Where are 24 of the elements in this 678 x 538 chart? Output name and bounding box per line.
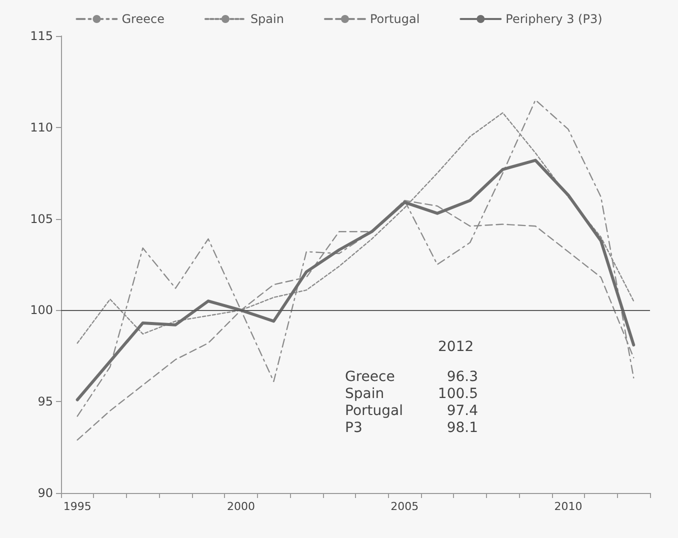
x-tick-label: 2005 [390,500,419,513]
y-tick-label: 100 [30,303,53,318]
x-tick-label: 2010 [554,500,582,513]
annotation: 98.1 [446,420,478,436]
annotation: Portugal [345,403,403,419]
annotation: 2012 [438,339,474,355]
y-tick-label: 115 [30,29,53,43]
annotation: 100.5 [438,386,478,402]
x-tick-label: 2000 [226,500,255,513]
legend-label: Periphery 3 (P3) [506,12,602,26]
legend-label: Greece [122,12,164,26]
y-tick-label: 110 [30,120,53,134]
annotation: 96.3 [446,369,478,385]
y-tick-label: 90 [38,486,53,500]
annotation: P3 [345,420,362,436]
y-tick-label: 105 [30,212,53,226]
legend-label: Spain [250,12,284,26]
line-series [76,158,636,402]
y-tick-label: 95 [38,394,53,409]
annotation: Greece [345,369,395,385]
legend-label: Portugal [370,12,420,26]
annotation: 97.4 [446,403,478,419]
x-tick-label: 1995 [63,500,92,513]
annotation: Spain [345,386,384,402]
